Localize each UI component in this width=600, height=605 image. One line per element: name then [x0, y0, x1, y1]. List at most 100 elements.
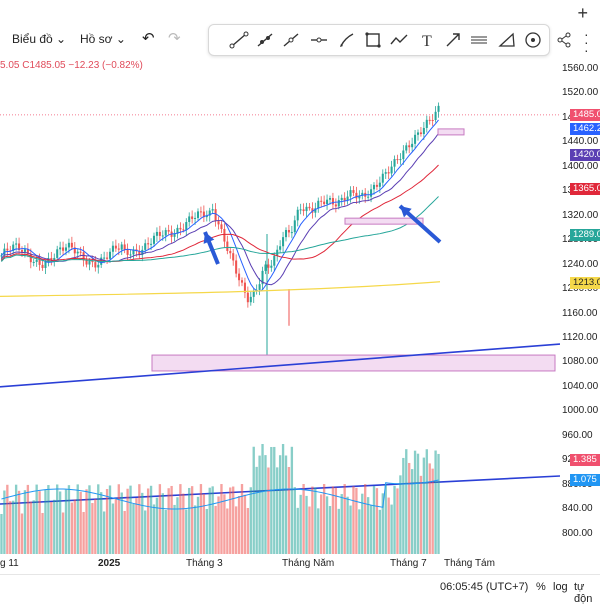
parallel-channel-icon[interactable] — [469, 30, 489, 50]
volume-bar — [237, 496, 241, 554]
redo-icon[interactable]: ↷ — [168, 30, 181, 47]
candle-body — [111, 245, 114, 252]
volume-bar — [217, 496, 220, 554]
price-tag: 1213.00 — [570, 277, 600, 289]
volume-bar — [255, 466, 258, 554]
volume-bar — [337, 508, 340, 554]
candle-body — [20, 250, 24, 252]
ray-icon[interactable] — [255, 30, 275, 50]
extended-line-icon[interactable] — [281, 30, 301, 50]
time-tick-label: g 11 — [0, 558, 19, 569]
volume-bar — [284, 455, 288, 554]
volume-bar — [208, 487, 211, 554]
share-icon[interactable] — [556, 32, 572, 48]
undo-icon[interactable]: ↶ — [142, 30, 155, 47]
candle-body — [416, 132, 420, 135]
ma-line-fast — [1, 119, 439, 292]
candle-body — [50, 257, 53, 261]
price-tick-label: 960.00 — [562, 429, 593, 441]
candle-body — [246, 292, 249, 303]
candle-body — [70, 242, 73, 248]
ma-line-mid — [1, 133, 439, 286]
volume-bar — [416, 453, 420, 554]
candle-body — [370, 189, 373, 197]
add-tab-button[interactable]: + — [577, 3, 588, 23]
brush-icon[interactable] — [337, 30, 357, 50]
chevron-down-icon: ⌄ — [56, 32, 67, 46]
candle-body — [164, 230, 167, 236]
trend-line-icon[interactable] — [229, 30, 249, 50]
candle-body — [85, 260, 88, 265]
profile-menu-button[interactable]: Hồ sơ ⌄ — [80, 32, 126, 46]
rectangle-icon[interactable] — [363, 30, 383, 50]
candle-body — [235, 260, 238, 274]
arc-icon[interactable] — [497, 30, 517, 50]
path-icon[interactable] — [389, 30, 409, 50]
ma-line-slow — [1, 164, 439, 263]
volume-bar — [352, 486, 355, 554]
volume-bar — [17, 490, 21, 554]
candle-body — [317, 200, 320, 209]
candle-body — [150, 243, 153, 245]
candle-body — [205, 215, 208, 218]
candle-body — [375, 184, 378, 187]
volume-bar — [437, 453, 440, 554]
candle-body — [340, 197, 343, 201]
volume-bar — [120, 492, 123, 554]
volume-bar — [408, 462, 411, 554]
candle-body — [305, 206, 308, 212]
circle-icon[interactable] — [523, 30, 543, 50]
arrow-icon[interactable] — [443, 30, 463, 50]
candle-body — [73, 247, 76, 254]
candle-body — [44, 261, 47, 269]
auto-toggle[interactable]: tự độn — [574, 581, 593, 605]
candle-body — [35, 259, 38, 262]
volume-bar — [273, 446, 276, 554]
candle-body — [94, 262, 97, 268]
volume-bar — [399, 475, 402, 554]
candle-body — [91, 261, 94, 263]
target-zone-box — [437, 128, 465, 136]
volume-bar — [384, 484, 387, 554]
candle-body — [59, 247, 62, 250]
candle-body — [214, 209, 217, 221]
volume-bar — [61, 512, 65, 554]
candle-body — [129, 254, 132, 256]
candle-body — [293, 220, 296, 233]
candle-body — [114, 245, 117, 249]
volume-bar — [281, 444, 285, 554]
candle-body — [355, 192, 358, 199]
chart-menu-button[interactable]: Biểu đồ ⌄ — [12, 32, 66, 46]
chart-menu-label: Biểu đồ — [12, 32, 53, 46]
volume-bar — [355, 487, 358, 554]
candle-body — [422, 127, 425, 135]
volume-bar — [296, 507, 299, 554]
log-toggle[interactable]: log — [553, 581, 568, 593]
price-chart[interactable] — [0, 54, 560, 554]
price-tick-label: 840.00 — [562, 503, 593, 515]
volume-bar — [425, 449, 428, 554]
volume-bar — [361, 493, 364, 554]
candle-body — [334, 204, 337, 207]
volume-bar — [378, 509, 382, 554]
percent-toggle[interactable]: % — [536, 581, 546, 593]
volume-bar — [381, 493, 384, 554]
candle-body — [229, 250, 232, 254]
volume-bar — [375, 488, 379, 554]
volume-bar — [434, 450, 437, 554]
volume-bar — [185, 509, 188, 554]
candle-body — [352, 190, 355, 193]
price-tick-label: 1040.00 — [562, 380, 599, 392]
mid-zone-box — [344, 217, 424, 225]
candle-body — [326, 199, 329, 205]
volume-bar — [305, 495, 308, 554]
text-icon[interactable]: T — [417, 30, 437, 50]
candle-body — [393, 159, 396, 167]
more-icon[interactable]: · · · — [584, 26, 589, 58]
volume-bar — [234, 506, 238, 554]
horizontal-line-icon[interactable] — [309, 30, 329, 50]
volume-bar — [302, 484, 305, 554]
volume-bar — [94, 498, 97, 554]
volume-bar — [114, 498, 118, 554]
volume-bar — [317, 508, 320, 554]
